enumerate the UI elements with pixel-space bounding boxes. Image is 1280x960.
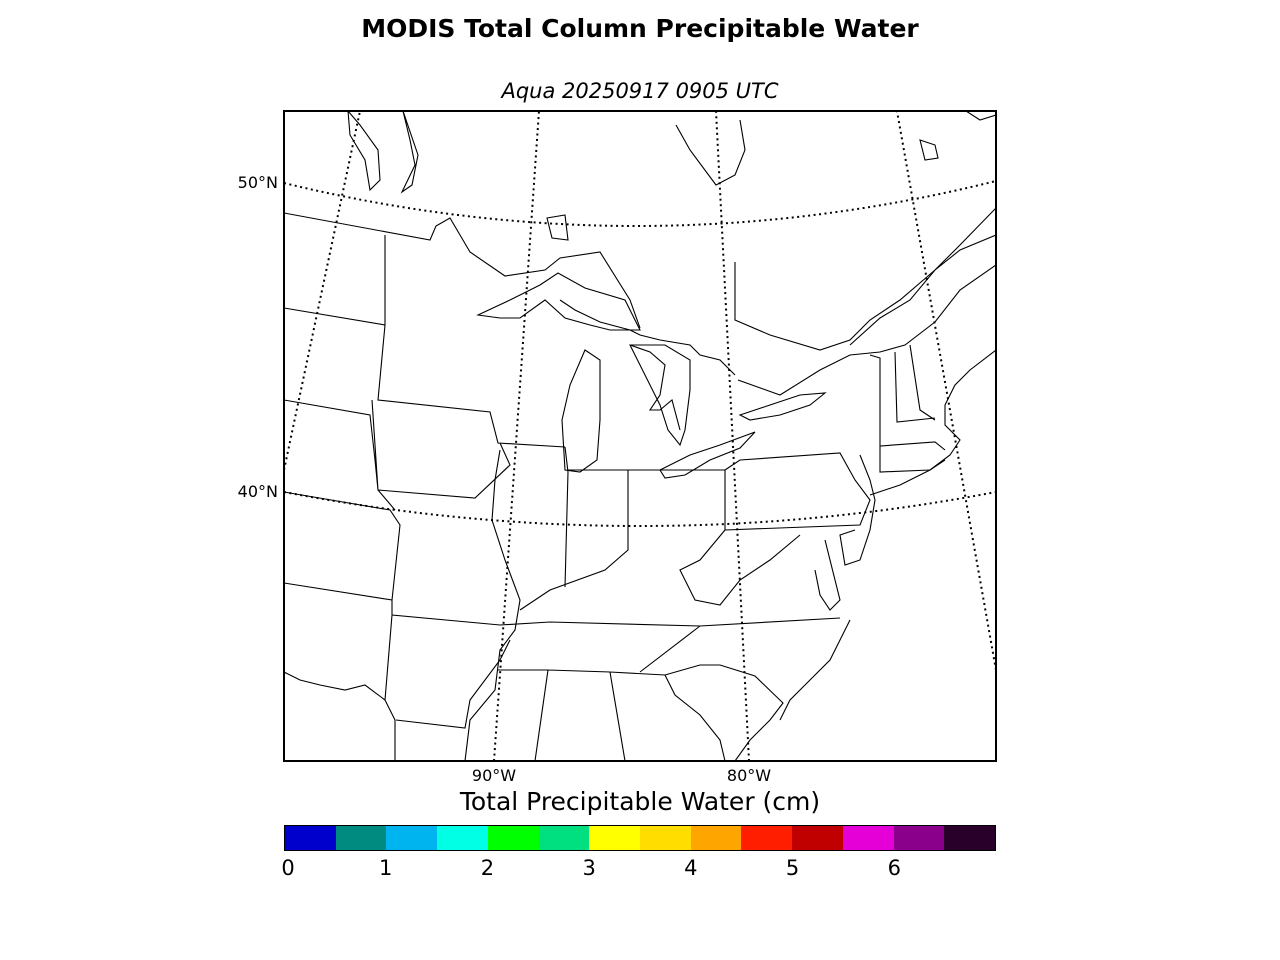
lake-michigan	[561, 349, 601, 473]
chesapeake-bay	[814, 539, 841, 611]
lake-ontario	[738, 392, 827, 421]
meridian-70w	[896, 111, 996, 671]
colorbar-tick-label: 0	[281, 856, 295, 880]
colorbar-segment	[640, 826, 691, 850]
colorbar-segment	[285, 826, 336, 850]
colorbar-segment	[741, 826, 793, 850]
colorbar-segment	[792, 826, 843, 850]
st-lawrence	[849, 207, 996, 346]
colorbar-tick-label: 4	[684, 856, 698, 880]
lake-st-john	[919, 139, 939, 161]
lake-winnipegosis	[400, 111, 419, 194]
meridian-90w	[493, 111, 540, 761]
colorbar-segment	[487, 826, 539, 850]
lake-nipigon	[546, 214, 569, 241]
state-lines-plains	[284, 491, 401, 701]
state-lines-ohio-valley	[519, 446, 871, 611]
colorbar-segment	[842, 826, 894, 850]
lat-label-50n: 50°N	[238, 173, 278, 192]
colorbar-segment	[690, 826, 742, 850]
michigan-upper-peninsula	[559, 299, 736, 431]
lon-label-90w: 90°W	[472, 766, 516, 785]
lake-erie	[659, 431, 756, 479]
colorbar-segment	[893, 826, 945, 850]
colorbar	[284, 825, 996, 851]
atlantic-coast	[779, 349, 996, 721]
parallel-40n	[284, 491, 996, 527]
state-lines-south	[284, 582, 841, 761]
colorbar-tick-label: 2	[480, 856, 495, 880]
colorbar-tick-label: 5	[785, 856, 800, 880]
colorbar-title: Total Precipitable Water (cm)	[459, 787, 821, 816]
quebec-coast	[965, 111, 996, 121]
border-canada-us-east	[737, 264, 996, 396]
colorbar-segment	[437, 826, 488, 850]
colorbar-segment	[335, 826, 387, 850]
state-lines-north-central	[284, 235, 566, 511]
lat-label-40n: 40°N	[238, 482, 278, 501]
colorbar-tick-label: 3	[582, 856, 596, 880]
state-lines-northeast	[839, 344, 946, 566]
chart-subtitle: Aqua 20250917 0905 UTC	[501, 79, 779, 103]
colorbar-segment	[538, 826, 590, 850]
meridian-80w	[715, 111, 750, 761]
lake-winnipeg	[347, 111, 381, 192]
james-bay	[675, 119, 746, 186]
colorbar-tick-label: 1	[379, 856, 393, 880]
border-canada-us-west	[284, 212, 641, 329]
parallel-50n	[284, 180, 996, 227]
colorbar-tick-label: 6	[887, 856, 901, 880]
map-frame	[283, 110, 997, 762]
lon-label-80w: 80°W	[727, 766, 771, 785]
colorbar-segment	[386, 826, 438, 850]
meridian-100w	[284, 111, 361, 471]
lake-superior	[476, 272, 641, 331]
colorbar-segment	[944, 826, 996, 850]
colorbar-segment	[589, 826, 641, 850]
mississippi-river	[464, 449, 521, 761]
lake-huron	[629, 344, 691, 447]
chart-title: MODIS Total Column Precipitable Water	[361, 14, 919, 43]
hudson-bay-coast	[734, 234, 996, 351]
